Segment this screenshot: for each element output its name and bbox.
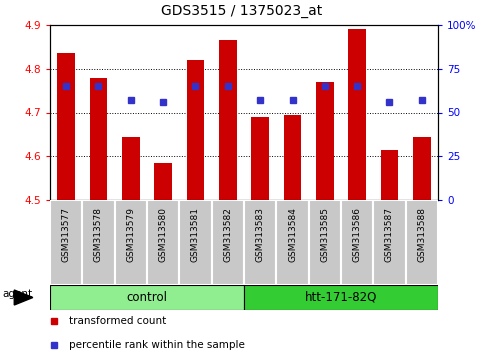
- FancyBboxPatch shape: [276, 200, 309, 285]
- Text: transformed count: transformed count: [70, 316, 167, 326]
- Bar: [90, 78, 107, 200]
- FancyBboxPatch shape: [114, 200, 147, 285]
- Text: percentile rank within the sample: percentile rank within the sample: [70, 340, 245, 350]
- FancyBboxPatch shape: [212, 200, 244, 285]
- Text: GSM313584: GSM313584: [288, 207, 297, 262]
- Text: GSM313580: GSM313580: [159, 207, 168, 262]
- FancyBboxPatch shape: [244, 285, 438, 310]
- Text: htt-171-82Q: htt-171-82Q: [305, 291, 377, 304]
- FancyBboxPatch shape: [179, 200, 212, 285]
- Bar: [348, 29, 366, 200]
- Bar: [57, 53, 75, 200]
- Polygon shape: [14, 290, 33, 305]
- FancyBboxPatch shape: [50, 285, 244, 310]
- Text: GSM313585: GSM313585: [320, 207, 329, 262]
- Bar: [413, 137, 431, 200]
- Text: GSM313581: GSM313581: [191, 207, 200, 262]
- Text: GSM313582: GSM313582: [223, 207, 232, 262]
- FancyBboxPatch shape: [341, 200, 373, 285]
- FancyBboxPatch shape: [309, 200, 341, 285]
- Text: GSM313578: GSM313578: [94, 207, 103, 262]
- Bar: [381, 150, 398, 200]
- Bar: [154, 163, 172, 200]
- Text: GSM313583: GSM313583: [256, 207, 265, 262]
- Text: GSM313588: GSM313588: [417, 207, 426, 262]
- Text: control: control: [127, 291, 168, 304]
- Bar: [186, 60, 204, 200]
- Bar: [251, 117, 269, 200]
- Bar: [122, 137, 140, 200]
- Bar: [219, 40, 237, 200]
- FancyBboxPatch shape: [373, 200, 406, 285]
- FancyBboxPatch shape: [50, 200, 82, 285]
- Text: GDS3515 / 1375023_at: GDS3515 / 1375023_at: [161, 4, 322, 18]
- Bar: [316, 82, 334, 200]
- Text: GSM313586: GSM313586: [353, 207, 362, 262]
- FancyBboxPatch shape: [244, 200, 276, 285]
- Text: GSM313577: GSM313577: [62, 207, 71, 262]
- Text: GSM313587: GSM313587: [385, 207, 394, 262]
- FancyBboxPatch shape: [406, 200, 438, 285]
- Text: GSM313579: GSM313579: [127, 207, 135, 262]
- Text: agent: agent: [2, 289, 32, 299]
- Bar: [284, 115, 301, 200]
- FancyBboxPatch shape: [147, 200, 179, 285]
- FancyBboxPatch shape: [82, 200, 114, 285]
